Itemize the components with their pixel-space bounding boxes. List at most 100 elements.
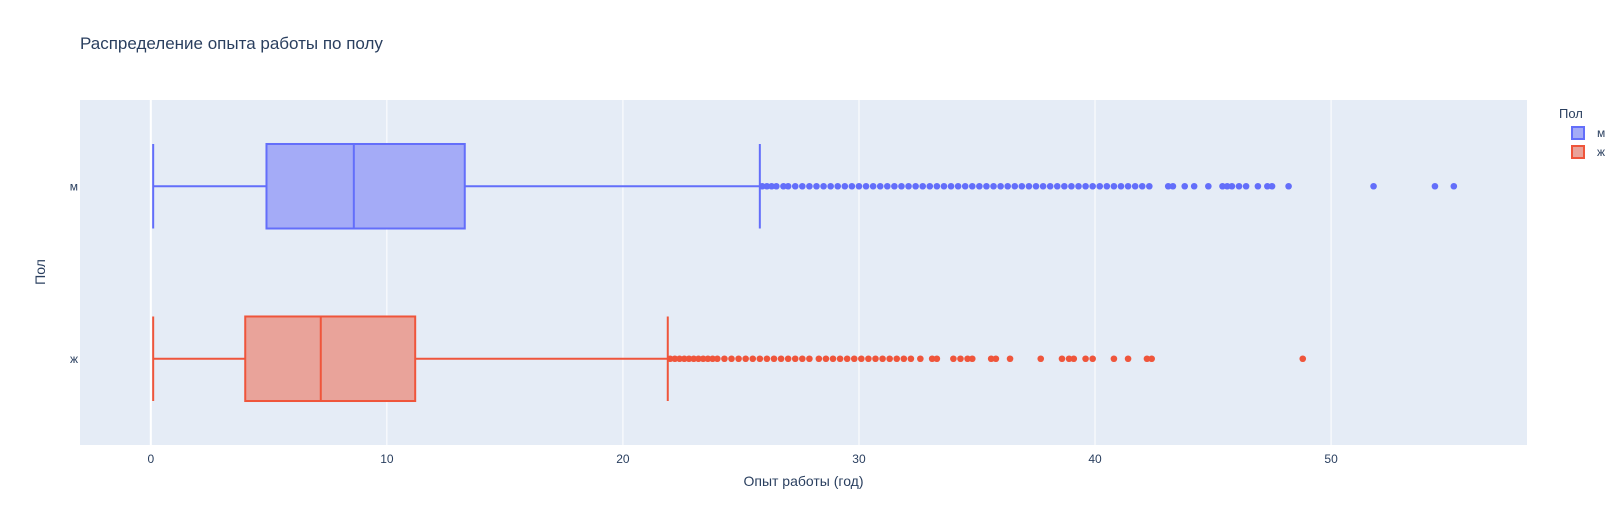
outlier-point [900, 355, 908, 363]
outlier-point [876, 182, 884, 190]
outlier-point [780, 182, 787, 190]
outlier-point [1181, 182, 1189, 190]
outlier-point [869, 182, 877, 190]
outlier-point [940, 182, 948, 190]
outlier-point [685, 355, 693, 363]
outlier-point [829, 355, 837, 363]
box-trace-м [152, 142, 1458, 230]
outlier-point [1131, 182, 1139, 190]
outlier-point [799, 182, 806, 190]
outlier-point [827, 182, 834, 190]
outlier-point [990, 182, 997, 190]
outlier-point [695, 355, 702, 363]
outlier-point [1103, 182, 1111, 190]
outlier-point [1004, 182, 1011, 190]
outlier-point [968, 355, 976, 363]
outlier-point [1110, 355, 1118, 363]
outlier-point [997, 182, 1004, 190]
outlier-point [704, 355, 712, 363]
outlier-point [968, 182, 976, 190]
outlier-point [676, 355, 683, 363]
outlier-point [671, 355, 679, 363]
outlier-point [1089, 182, 1096, 190]
outlier-point [1124, 182, 1132, 190]
outlier-point [886, 355, 893, 363]
outlier-point [1219, 182, 1226, 190]
outlier-point [1143, 355, 1151, 363]
outlier-point [1070, 355, 1078, 363]
outlier-point [917, 355, 924, 363]
outlier-point [1431, 182, 1439, 190]
outlier-point [1018, 182, 1026, 190]
outlier-point [1082, 355, 1089, 363]
outlier-point [728, 355, 735, 363]
legend-label: ж [1597, 145, 1605, 159]
outlier-point [763, 182, 771, 190]
outlier-point [905, 182, 912, 190]
legend-title: Пол [1559, 106, 1583, 121]
x-tick-label: 50 [1324, 452, 1338, 466]
outlier-point [1082, 182, 1089, 190]
outlier-point [1235, 182, 1243, 190]
y-axis-ticks: мж [70, 179, 78, 366]
x-axis-ticks: 0 10 20 30 40 50 [147, 452, 1338, 466]
outlier-point [987, 355, 995, 363]
box-trace-ж [152, 315, 1307, 403]
outlier-point [1148, 355, 1155, 363]
outlier-point [1242, 182, 1250, 190]
outlier-point [907, 355, 915, 363]
outlier-point [1046, 182, 1054, 190]
outlier-point [820, 182, 827, 190]
outlier-point [912, 182, 919, 190]
outlier-point [773, 182, 780, 190]
outlier-point [1228, 182, 1236, 190]
outlier-point [791, 182, 799, 190]
outlier-point [1006, 355, 1014, 363]
outlier-point [1037, 355, 1045, 363]
outlier-point [1011, 182, 1019, 190]
outlier-point [933, 182, 941, 190]
outlier-point [1164, 182, 1172, 190]
outlier-point [862, 182, 870, 190]
outlier-point [690, 355, 698, 363]
y-tick-label: ж [70, 352, 78, 366]
outlier-point [1032, 182, 1040, 190]
outlier-point [714, 355, 721, 363]
outlier-point [836, 355, 844, 363]
outlier-point [1124, 355, 1132, 363]
outlier-point [950, 355, 957, 363]
iqr-box [265, 142, 466, 230]
outlier-point [699, 355, 707, 363]
outlier-point [1110, 182, 1118, 190]
outlier-point [815, 355, 823, 363]
outlier-point [992, 355, 1000, 363]
outlier-point [822, 355, 830, 363]
outlier-point [721, 355, 728, 363]
outlier-point [756, 355, 764, 363]
outlier-point [1117, 182, 1125, 190]
outlier-point [742, 355, 749, 363]
outlier-point [879, 355, 886, 363]
outlier-point [735, 355, 742, 363]
outlier-point [964, 355, 971, 363]
outlier-point [834, 182, 842, 190]
legend-swatch-м [1571, 126, 1585, 140]
y-tick-label: м [70, 179, 78, 193]
legend-swatch-ж [1571, 145, 1585, 159]
outlier-point [680, 355, 688, 363]
x-tick-label: 30 [852, 452, 866, 466]
outlier-point [784, 182, 792, 190]
outlier-point [976, 182, 983, 190]
outlier-point [1450, 182, 1458, 190]
outlier-point [891, 182, 898, 190]
outlier-point [1068, 182, 1075, 190]
outlier-point [1169, 182, 1177, 190]
outlier-point [872, 355, 879, 363]
outlier-point [777, 355, 785, 363]
legend: Пол мж [1559, 106, 1605, 159]
outlier-point [926, 182, 934, 190]
outlier-point [1053, 182, 1061, 190]
outlier-point [961, 182, 969, 190]
outlier-point [841, 182, 849, 190]
